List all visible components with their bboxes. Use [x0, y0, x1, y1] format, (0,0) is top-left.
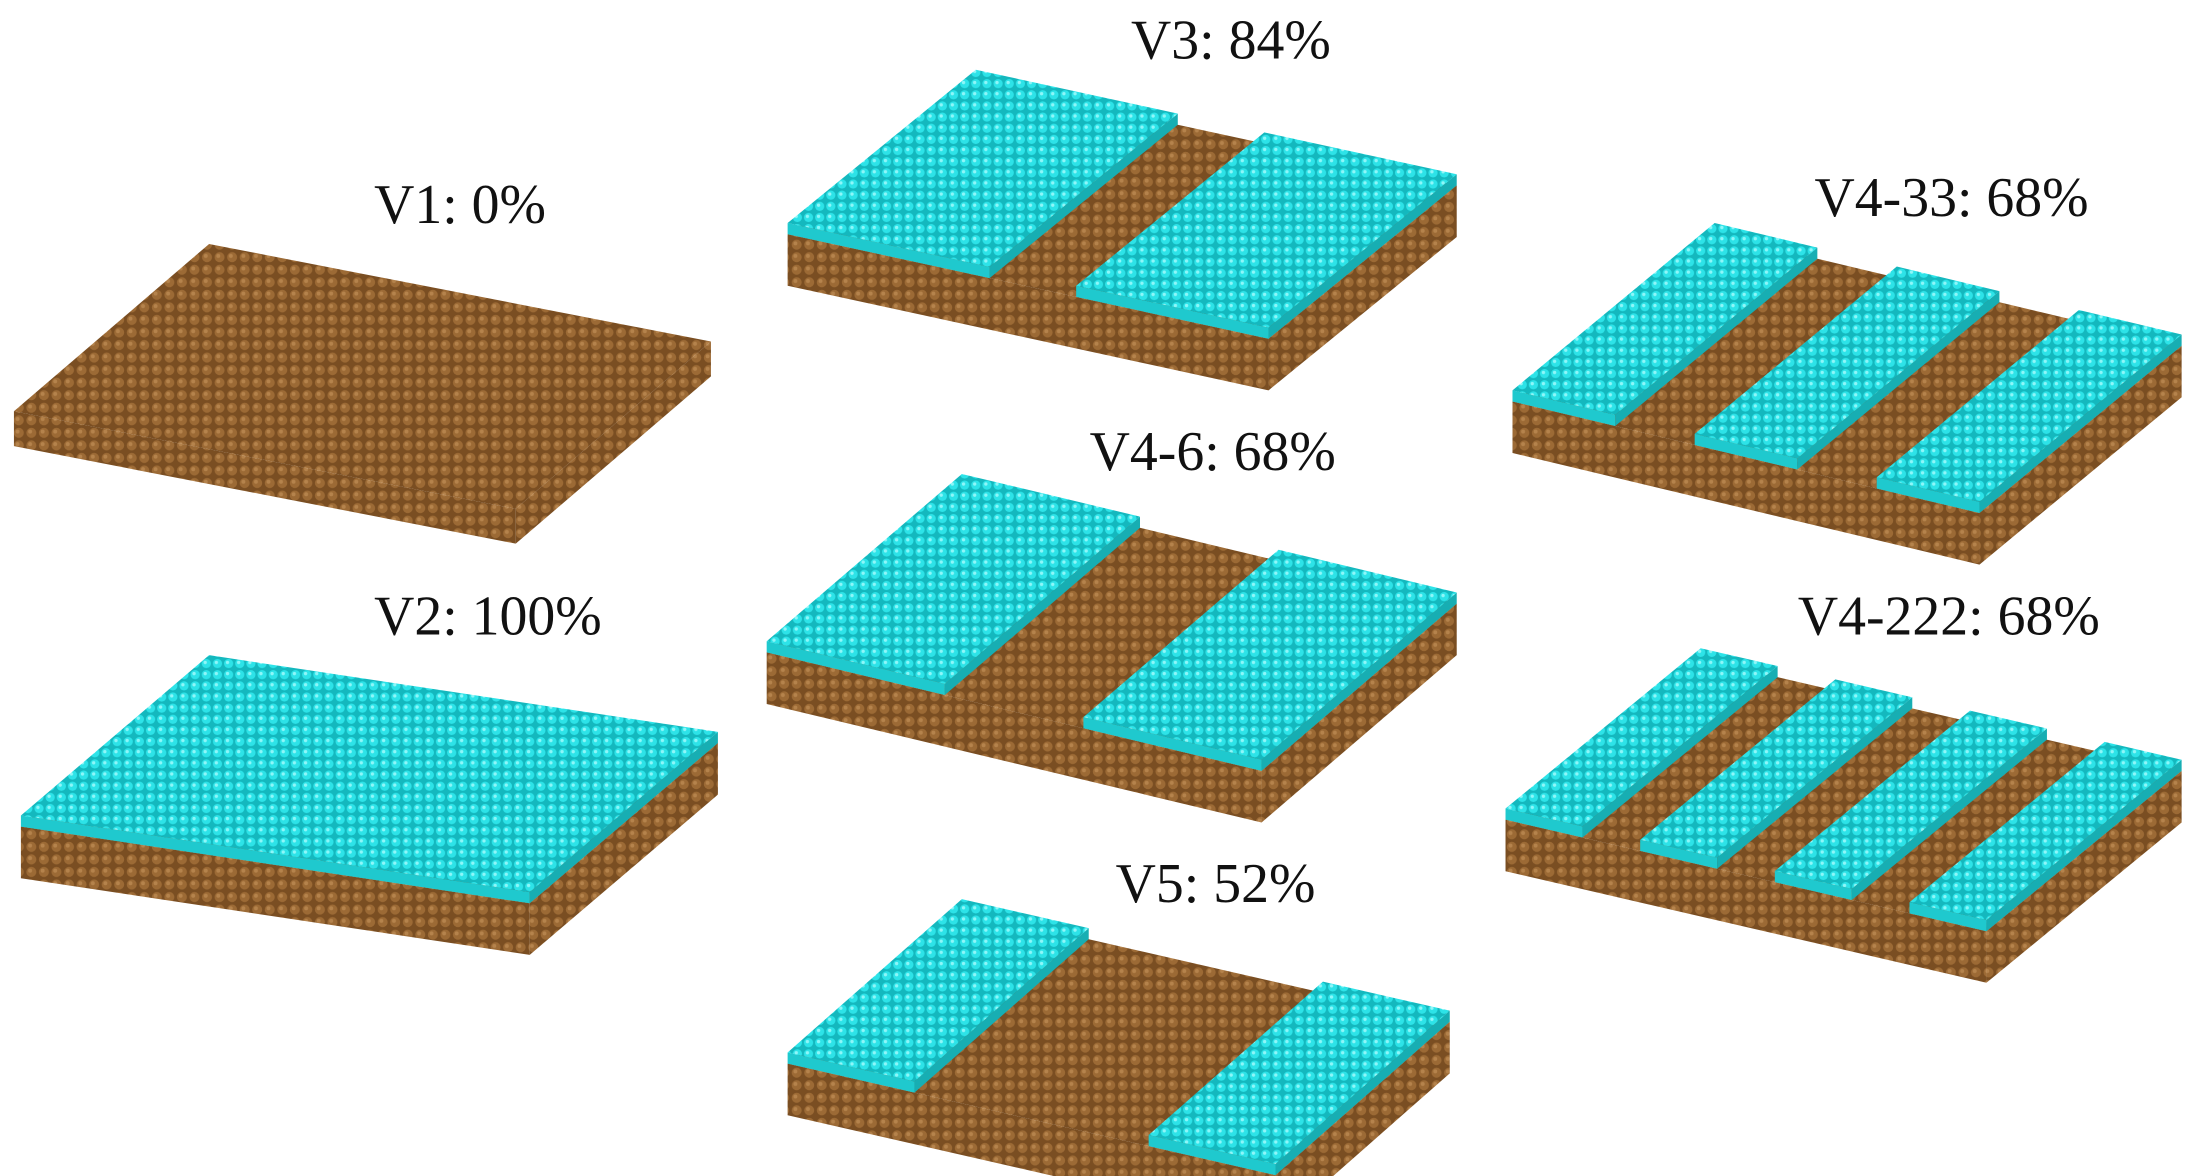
slab-front [1505, 819, 1987, 983]
figure-content: V1: 0% V2: 100% V3: 84% V4-6: 68% V5: 52… [13, 10, 2182, 1176]
cyan-stripe-edge [1148, 1134, 1276, 1176]
cyan-stripe [1876, 310, 2182, 502]
panel-label: V2: 100% [374, 585, 602, 647]
slab-front [787, 1063, 1276, 1176]
cyan-stripe-edge [1512, 390, 1616, 427]
slab-front [766, 652, 1262, 823]
cyan-stripe-side [1986, 759, 2182, 932]
cyan-stripe-edge [1876, 477, 1980, 513]
cyan-stripe [1774, 710, 2047, 889]
cyan-stripe [766, 473, 1141, 684]
cyan-stripe [787, 69, 1178, 267]
cyan-stripe [1512, 223, 1818, 415]
cyan-stripe-side [529, 731, 718, 904]
slab-side [1268, 185, 1457, 391]
cyan-stripe [1076, 132, 1457, 328]
cyan-stripe [1640, 679, 1913, 858]
cyan-stripe-edge [1774, 870, 1852, 900]
cyan-stripe-side [1717, 697, 1913, 869]
cyan-stripe-edge [766, 641, 945, 696]
slab-side [1261, 603, 1457, 823]
panel-label: V1: 0% [374, 174, 546, 236]
cyan-stripe-side [1261, 592, 1457, 771]
cyan-stripe [1909, 741, 2182, 921]
cyan-stripe-side [989, 113, 1178, 279]
slab-side [1986, 770, 2182, 983]
cyan-stripe-side [1851, 728, 2047, 900]
cyan-stripe-side [1268, 174, 1457, 339]
cyan-stripe [20, 655, 718, 893]
cyan-stripe-side [1979, 334, 2182, 513]
slab-side [515, 341, 711, 544]
cyan-stripe-edge [1640, 839, 1718, 869]
cyan-stripe-edge [1909, 902, 1987, 932]
cyan-stripe-side [914, 928, 1089, 1093]
slab-front [1512, 401, 1980, 565]
cyan-stripe-side [1275, 1010, 1450, 1176]
cyan-stripe [1694, 266, 2000, 459]
cyan-stripe [1148, 981, 1450, 1164]
slab-side [529, 743, 718, 955]
cyan-stripe-edge [787, 223, 990, 279]
cyan-stripe-edge [1076, 285, 1269, 339]
cyan-stripe-edge [1083, 717, 1262, 771]
cyan-stripe-edge [1505, 808, 1583, 838]
cyan-stripe-edge [787, 1052, 915, 1093]
cyan-stripe [1083, 549, 1457, 760]
slab-front [13, 411, 516, 544]
slab-top [13, 243, 711, 509]
slab-front [20, 826, 530, 955]
panel-label: V4-6: 68% [1090, 421, 1336, 483]
cyan-stripe-side [944, 516, 1141, 696]
panel-label: V5: 52% [1116, 853, 1316, 915]
cyan-stripe-side [1797, 291, 2000, 470]
panel-label: V4-33: 68% [1815, 167, 2089, 229]
cyan-stripe-edge [1694, 433, 1798, 470]
slab-front [787, 234, 1269, 391]
cyan-stripe-side [1582, 666, 1778, 838]
panel-label: V3: 84% [1131, 10, 1331, 72]
cyan-stripe-side [1615, 247, 1818, 427]
slab-side [1979, 345, 2182, 565]
cyan-stripe [1505, 648, 1778, 827]
cyan-stripe-edge [20, 815, 530, 904]
panel-label: V4-222: 68% [1798, 585, 2100, 647]
cyan-stripe [787, 899, 1089, 1082]
slab-side [1275, 1021, 1450, 1176]
